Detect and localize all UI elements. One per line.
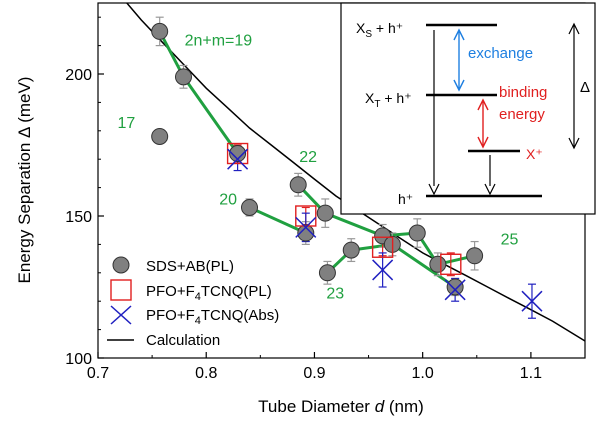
- legend-square-marker: [110, 279, 132, 301]
- data-point-circle: [429, 255, 447, 273]
- data-markers-layer: [151, 22, 543, 312]
- ticks-layer: 0.7 0.8 0.9 1.0 1.1 100 150 200: [65, 16, 542, 382]
- inset-binding-arrowhead-down: [477, 136, 489, 149]
- data-point-square: [440, 253, 462, 275]
- data-point-circle: [318, 264, 336, 282]
- inset-label-xs: XS + h⁺: [356, 20, 403, 40]
- inset-binding-arrowhead-up: [477, 98, 489, 111]
- legend-circle-marker: [112, 256, 130, 274]
- data-point-square: [371, 236, 394, 258]
- inset-decay-arrowhead-2: [484, 183, 496, 196]
- inset-delta-arrowhead-up: [568, 22, 580, 35]
- data-point-circle: [342, 241, 360, 259]
- x-tick-label: 0.8: [195, 365, 217, 382]
- data-point-square: [226, 142, 249, 165]
- data-point-circle: [229, 145, 247, 163]
- x-tick-label: 0.9: [303, 365, 325, 382]
- data-point-circle: [151, 127, 169, 145]
- data-point-circle: [289, 176, 307, 194]
- inset-delta-arrowhead-down: [568, 137, 580, 150]
- inset-binding-label-2: energy: [499, 106, 545, 123]
- family-annotation-1: 17: [117, 115, 135, 132]
- family-annotation-0: 2n+m=19: [185, 33, 253, 50]
- inset-decay-arrowhead-1: [428, 183, 440, 196]
- data-point-x: [295, 216, 317, 238]
- x-tick-label: 0.7: [87, 365, 109, 382]
- inset-exchange-arrowhead-down: [453, 79, 465, 92]
- x-axis-title: Tube Diameter d (nm): [258, 397, 424, 416]
- data-point-circle: [466, 247, 484, 265]
- family-annotation-2: 22: [299, 149, 317, 166]
- y-tick-label: 200: [65, 67, 92, 84]
- legend-label-pfo-pl: PFO+F4TCNQ(PL): [146, 283, 272, 303]
- data-point-circle: [408, 224, 426, 242]
- data-point-circle: [446, 278, 464, 296]
- family-line-3: [326, 242, 456, 289]
- inset-frame: [340, 2, 596, 215]
- inset-binding-label-1: binding: [499, 84, 547, 101]
- data-point-circle: [151, 22, 169, 40]
- family-annotation-4: 25: [501, 231, 519, 248]
- legend-x-marker-b: [110, 305, 132, 325]
- family-annotation-5: 23: [326, 285, 344, 302]
- y-tick-label: 100: [65, 351, 92, 368]
- inset-label-xplus: X⁺: [526, 146, 543, 162]
- legend-label-sds: SDS+AB(PL): [146, 258, 234, 275]
- x-tick-label: 1.0: [412, 365, 434, 382]
- data-point-circle: [297, 224, 315, 242]
- data-point-x: [444, 279, 466, 301]
- inset-exchange-arrowhead-up: [453, 28, 465, 41]
- calculation-curve: [125, 3, 585, 342]
- data-point-circle: [241, 198, 259, 216]
- inset-label-xt: XT + h⁺: [365, 90, 412, 110]
- inset-label-h: h⁺: [398, 191, 413, 207]
- y-axis-title: Energy Separation Δ (meV): [15, 77, 34, 284]
- data-point-circle: [316, 204, 334, 222]
- data-point-x: [227, 148, 249, 170]
- data-point-x: [372, 259, 394, 281]
- y-tick-label: 150: [65, 209, 92, 226]
- data-point-square: [295, 205, 317, 227]
- annotations-layer: 2n+m=19 17 22 20 25 23: [117, 33, 518, 303]
- legend: SDS+AB(PL) PFO+F4TCNQ(PL) PFO+F4TCNQ(Abs…: [107, 256, 279, 349]
- inset-diagram: XS + h⁺ XT + h⁺ X⁺ h⁺ exchange binding e…: [340, 2, 596, 215]
- legend-label-calculation: Calculation: [146, 332, 220, 349]
- data-point-circle: [174, 68, 192, 86]
- inset-exchange-label: exchange: [468, 45, 533, 62]
- family-line-2: [248, 206, 307, 235]
- x-tick-label: 1.1: [520, 365, 542, 382]
- inset-delta-label: Δ: [580, 79, 590, 96]
- calculation-curve-layer: [125, 3, 585, 342]
- family-annotation-3: 20: [219, 192, 237, 209]
- data-point-x: [521, 290, 543, 312]
- legend-label-pfo-abs: PFO+F4TCNQ(Abs): [146, 307, 279, 327]
